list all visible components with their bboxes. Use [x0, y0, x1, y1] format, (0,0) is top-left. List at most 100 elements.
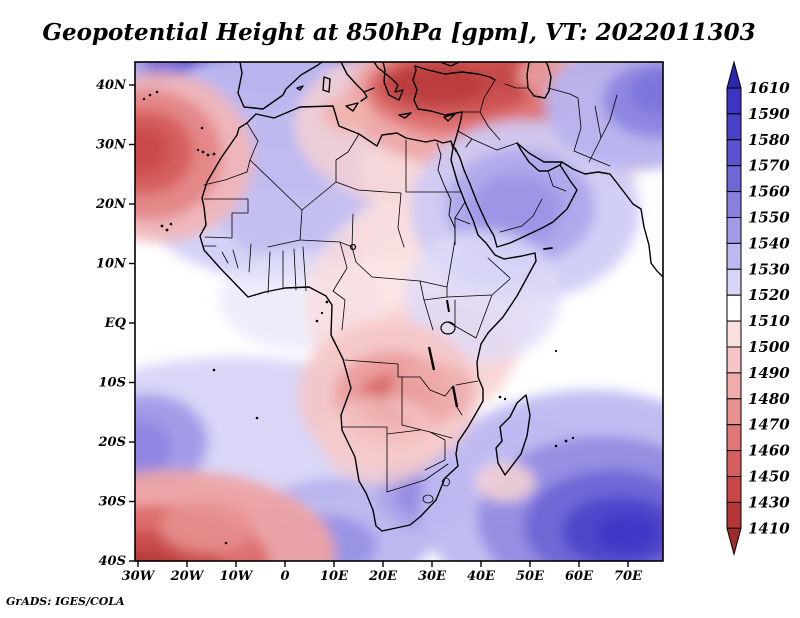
border-libya-egypt-sudan: [405, 139, 462, 193]
border-drc-angola-zambia: [344, 359, 446, 397]
italy-coastline: [340, 62, 375, 102]
border-lesotho: [422, 494, 434, 504]
colorbar-segment-14: [726, 450, 742, 478]
geography-layer: [142, 62, 663, 545]
colorbar-segment-1: [726, 113, 742, 141]
colorbar-arrow-down: [726, 527, 742, 557]
colorbar-segment-8: [726, 294, 742, 322]
colorbar-segment-5: [726, 217, 742, 244]
border-horn-east-africa: [446, 257, 511, 339]
x-tick-label-20E: 20E: [368, 569, 398, 584]
x-tick-label-70E: 70E: [614, 569, 643, 584]
grads-credit: GrADS: IGES/COLA: [6, 595, 125, 608]
balearic-island: [296, 85, 304, 91]
iran-india-coastline: [516, 142, 663, 277]
field-blob-arabia-core: [470, 174, 562, 246]
border-morocco-algeria: [203, 122, 259, 186]
border-west-africa-cluster: [203, 243, 307, 294]
crete-island: [398, 112, 412, 119]
colorbar-label-1610: 1610: [748, 79, 790, 97]
field-blob-seio-core2: [595, 514, 659, 552]
colorbar-segment-15: [726, 476, 742, 503]
colorbar-label-1480: 1480: [748, 390, 790, 408]
cyprus-island: [443, 113, 456, 122]
lake-turkana: [446, 299, 450, 313]
border-iran-central-asia: [547, 87, 618, 167]
lake-malawi: [451, 385, 459, 408]
border-swaziland: [442, 477, 450, 487]
field-blob-horn-lavender: [405, 230, 561, 362]
arabia-coastline: [454, 142, 578, 248]
field-blob-turkey-core2: [388, 64, 492, 104]
x-tick-label-20W: 20W: [170, 569, 205, 584]
field-blob-madag-s-pink: [475, 462, 535, 502]
field-blob-left-purple-core: [135, 419, 172, 475]
border-algeria-mali: [249, 159, 303, 248]
border-chad-car-sudan: [351, 246, 448, 288]
sardinia-island: [322, 76, 331, 93]
colorbar-label-1510: 1510: [748, 312, 790, 330]
colorbar-arrow-up: [726, 60, 742, 89]
border-angola-zambia-zimbabwe: [401, 376, 453, 439]
nile-river: [436, 142, 456, 245]
y-tick-label-20N: 20N: [95, 197, 127, 212]
border-zimbabwe-mozambique: [424, 431, 446, 471]
border-namibia-botswana-sa: [341, 426, 449, 493]
colorbar-segment-6: [726, 242, 742, 270]
y-tick-label-10N: 10N: [96, 257, 127, 272]
colorbar-label-1460: 1460: [748, 442, 790, 460]
colorbar-segment-7: [726, 268, 742, 296]
y-tick-label-30S: 30S: [99, 495, 126, 510]
colorbar-label-1470: 1470: [748, 416, 790, 434]
field-blob-tunisia-pink: [322, 96, 370, 132]
x-tick-label-0: 0: [280, 569, 289, 584]
colorbar-label-1490: 1490: [748, 364, 790, 382]
colorbar-label-1530: 1530: [748, 260, 790, 278]
plot-title: Geopotential Height at 850hPa [gpm], VT:…: [42, 19, 755, 46]
colorbar-label-1580: 1580: [748, 131, 790, 149]
y-tick-label-40S: 40S: [99, 554, 126, 569]
colorbar: 1610 1590 1580 1570 1560 1550 1540 1530 1520 1510…: [726, 60, 790, 557]
border-nigeria-cameroon: [332, 241, 348, 331]
colorbar-label-1520: 1520: [748, 286, 790, 304]
x-tick-label-10W: 10W: [220, 569, 254, 584]
border-middle-east: [450, 111, 567, 233]
border-caucasus: [479, 79, 529, 113]
colorbar-label-1540: 1540: [748, 234, 790, 252]
field-blob-ne-blue-core2: [631, 70, 663, 114]
caspian-sea-coastline: [526, 62, 552, 99]
colorbar-segment-10: [726, 346, 742, 374]
colorbar-label-1590: 1590: [748, 105, 790, 123]
colorbar-segment-13: [726, 424, 742, 452]
border-algeria-niger-tunisia: [301, 133, 360, 211]
colorbar-label-1430: 1430: [748, 493, 790, 511]
colorbar-segment-16: [726, 501, 742, 529]
colorbar-label-1410: 1410: [748, 519, 790, 537]
y-tick-label-30N: 30N: [96, 138, 127, 153]
colorbar-label-1550: 1550: [748, 209, 790, 227]
y-tick-label-40N: 40N: [96, 78, 127, 93]
field-blob-namibia-pink: [320, 395, 440, 485]
border-eritrea-ethiopia: [446, 201, 471, 288]
black-sea-coastline: [414, 62, 496, 81]
small-islands: [142, 90, 575, 545]
x-tick-label-60E: 60E: [565, 569, 594, 584]
y-tick-label-EQ: EQ: [104, 316, 127, 331]
x-tick-label-30E: 30E: [418, 569, 447, 584]
border-ssudan-uganda-drc: [419, 280, 448, 331]
field-blob-atlantic-red-core2: [135, 126, 169, 174]
colorbar-label-1570: 1570: [748, 157, 790, 175]
madagascar-coastline: [495, 394, 531, 476]
iberia-coastline: [237, 62, 323, 110]
border-tanzania-mozambique: [444, 380, 479, 416]
turkey-levant-coastline: [412, 65, 463, 149]
colorbar-label-1500: 1500: [748, 338, 790, 356]
field-blob-blr-lobe: [160, 501, 256, 553]
x-tick-label-50E: 50E: [516, 569, 545, 584]
sicily-island: [345, 102, 359, 112]
colorbar-segment-2: [726, 139, 742, 167]
y-tick-label-10S: 10S: [99, 376, 126, 391]
axes-layer: 30W 20W 10W 0 10E 20E 30E 40E 50E 60E 70E 40N 30N 20N…: [95, 78, 643, 584]
colorbar-label-1560: 1560: [748, 183, 790, 201]
